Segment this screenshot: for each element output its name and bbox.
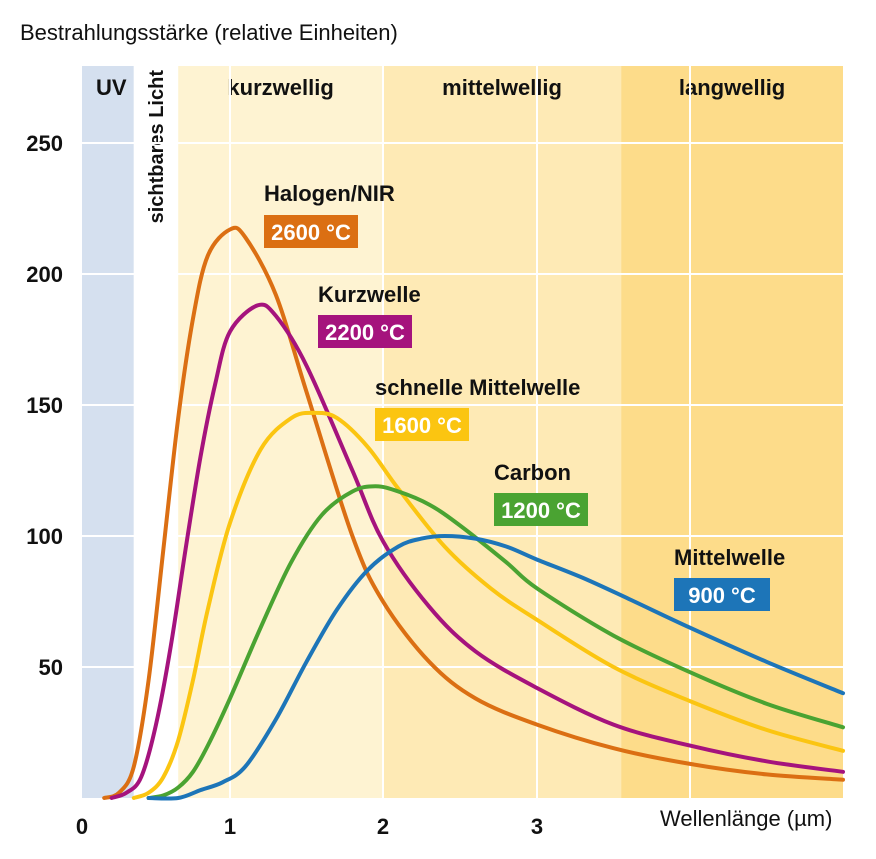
temp-badge-0 bbox=[264, 215, 358, 248]
band-1 bbox=[133, 66, 179, 798]
series-line-0 bbox=[102, 225, 845, 800]
x-axis-label: Wellenlänge (µm) bbox=[660, 806, 833, 831]
temp-label-3: 1200 °C bbox=[501, 498, 581, 523]
series-curves bbox=[102, 225, 845, 801]
y-tick-label-50: 50 bbox=[39, 655, 63, 680]
series-name-4: Mittelwelle bbox=[674, 545, 785, 570]
series-line-3 bbox=[146, 484, 845, 800]
series-labels: Halogen/NIR 2600 °C Kurzwelle 2200 °C schnel… bbox=[264, 181, 785, 611]
y-tick-label-250: 250 bbox=[26, 131, 63, 156]
band-label-4: langwellig bbox=[679, 75, 785, 100]
temp-badge-4 bbox=[674, 578, 770, 611]
y-tick-label-150: 150 bbox=[26, 393, 63, 418]
temp-badge-1 bbox=[318, 315, 412, 348]
x-tick-label-2: 2 bbox=[377, 814, 389, 839]
temp-badge-3 bbox=[494, 493, 588, 526]
band-label-3: mittelwellig bbox=[442, 75, 562, 100]
series-name-0: Halogen/NIR bbox=[264, 181, 395, 206]
series-name-1: Kurzwelle bbox=[318, 282, 421, 307]
axis-ticks: 50 100 150 200 250 0 1 2 3 bbox=[26, 131, 543, 839]
band-label-0: UV bbox=[96, 75, 127, 100]
series-line-4 bbox=[146, 534, 845, 801]
temp-label-1: 2200 °C bbox=[325, 320, 405, 345]
y-tick-label-100: 100 bbox=[26, 524, 63, 549]
x-tick-label-1: 1 bbox=[224, 814, 236, 839]
series-name-2: schnelle Mittelwelle bbox=[375, 375, 580, 400]
band-label-2: kurzwellig bbox=[227, 75, 333, 100]
series-name-3: Carbon bbox=[494, 460, 571, 485]
band-2 bbox=[178, 66, 383, 798]
y-tick-label-200: 200 bbox=[26, 262, 63, 287]
x-tick-label-3: 3 bbox=[531, 814, 543, 839]
chart-title: Bestrahlungsstärke (relative Einheiten) bbox=[20, 20, 398, 45]
temp-label-0: 2600 °C bbox=[271, 220, 351, 245]
temp-badge-2 bbox=[375, 408, 469, 441]
band-label-visible: sichtbares Licht bbox=[146, 70, 168, 224]
band-4 bbox=[621, 66, 843, 798]
band-0 bbox=[82, 66, 134, 798]
temp-label-2: 1600 °C bbox=[382, 413, 462, 438]
temp-label-4: 900 °C bbox=[688, 583, 756, 608]
wavelength-bands: UV sichtbares Licht kurzwellig mittelwellig… bbox=[82, 66, 843, 798]
series-line-1 bbox=[109, 302, 845, 800]
x-tick-label-0: 0 bbox=[76, 814, 88, 839]
series-line-2 bbox=[131, 410, 845, 800]
